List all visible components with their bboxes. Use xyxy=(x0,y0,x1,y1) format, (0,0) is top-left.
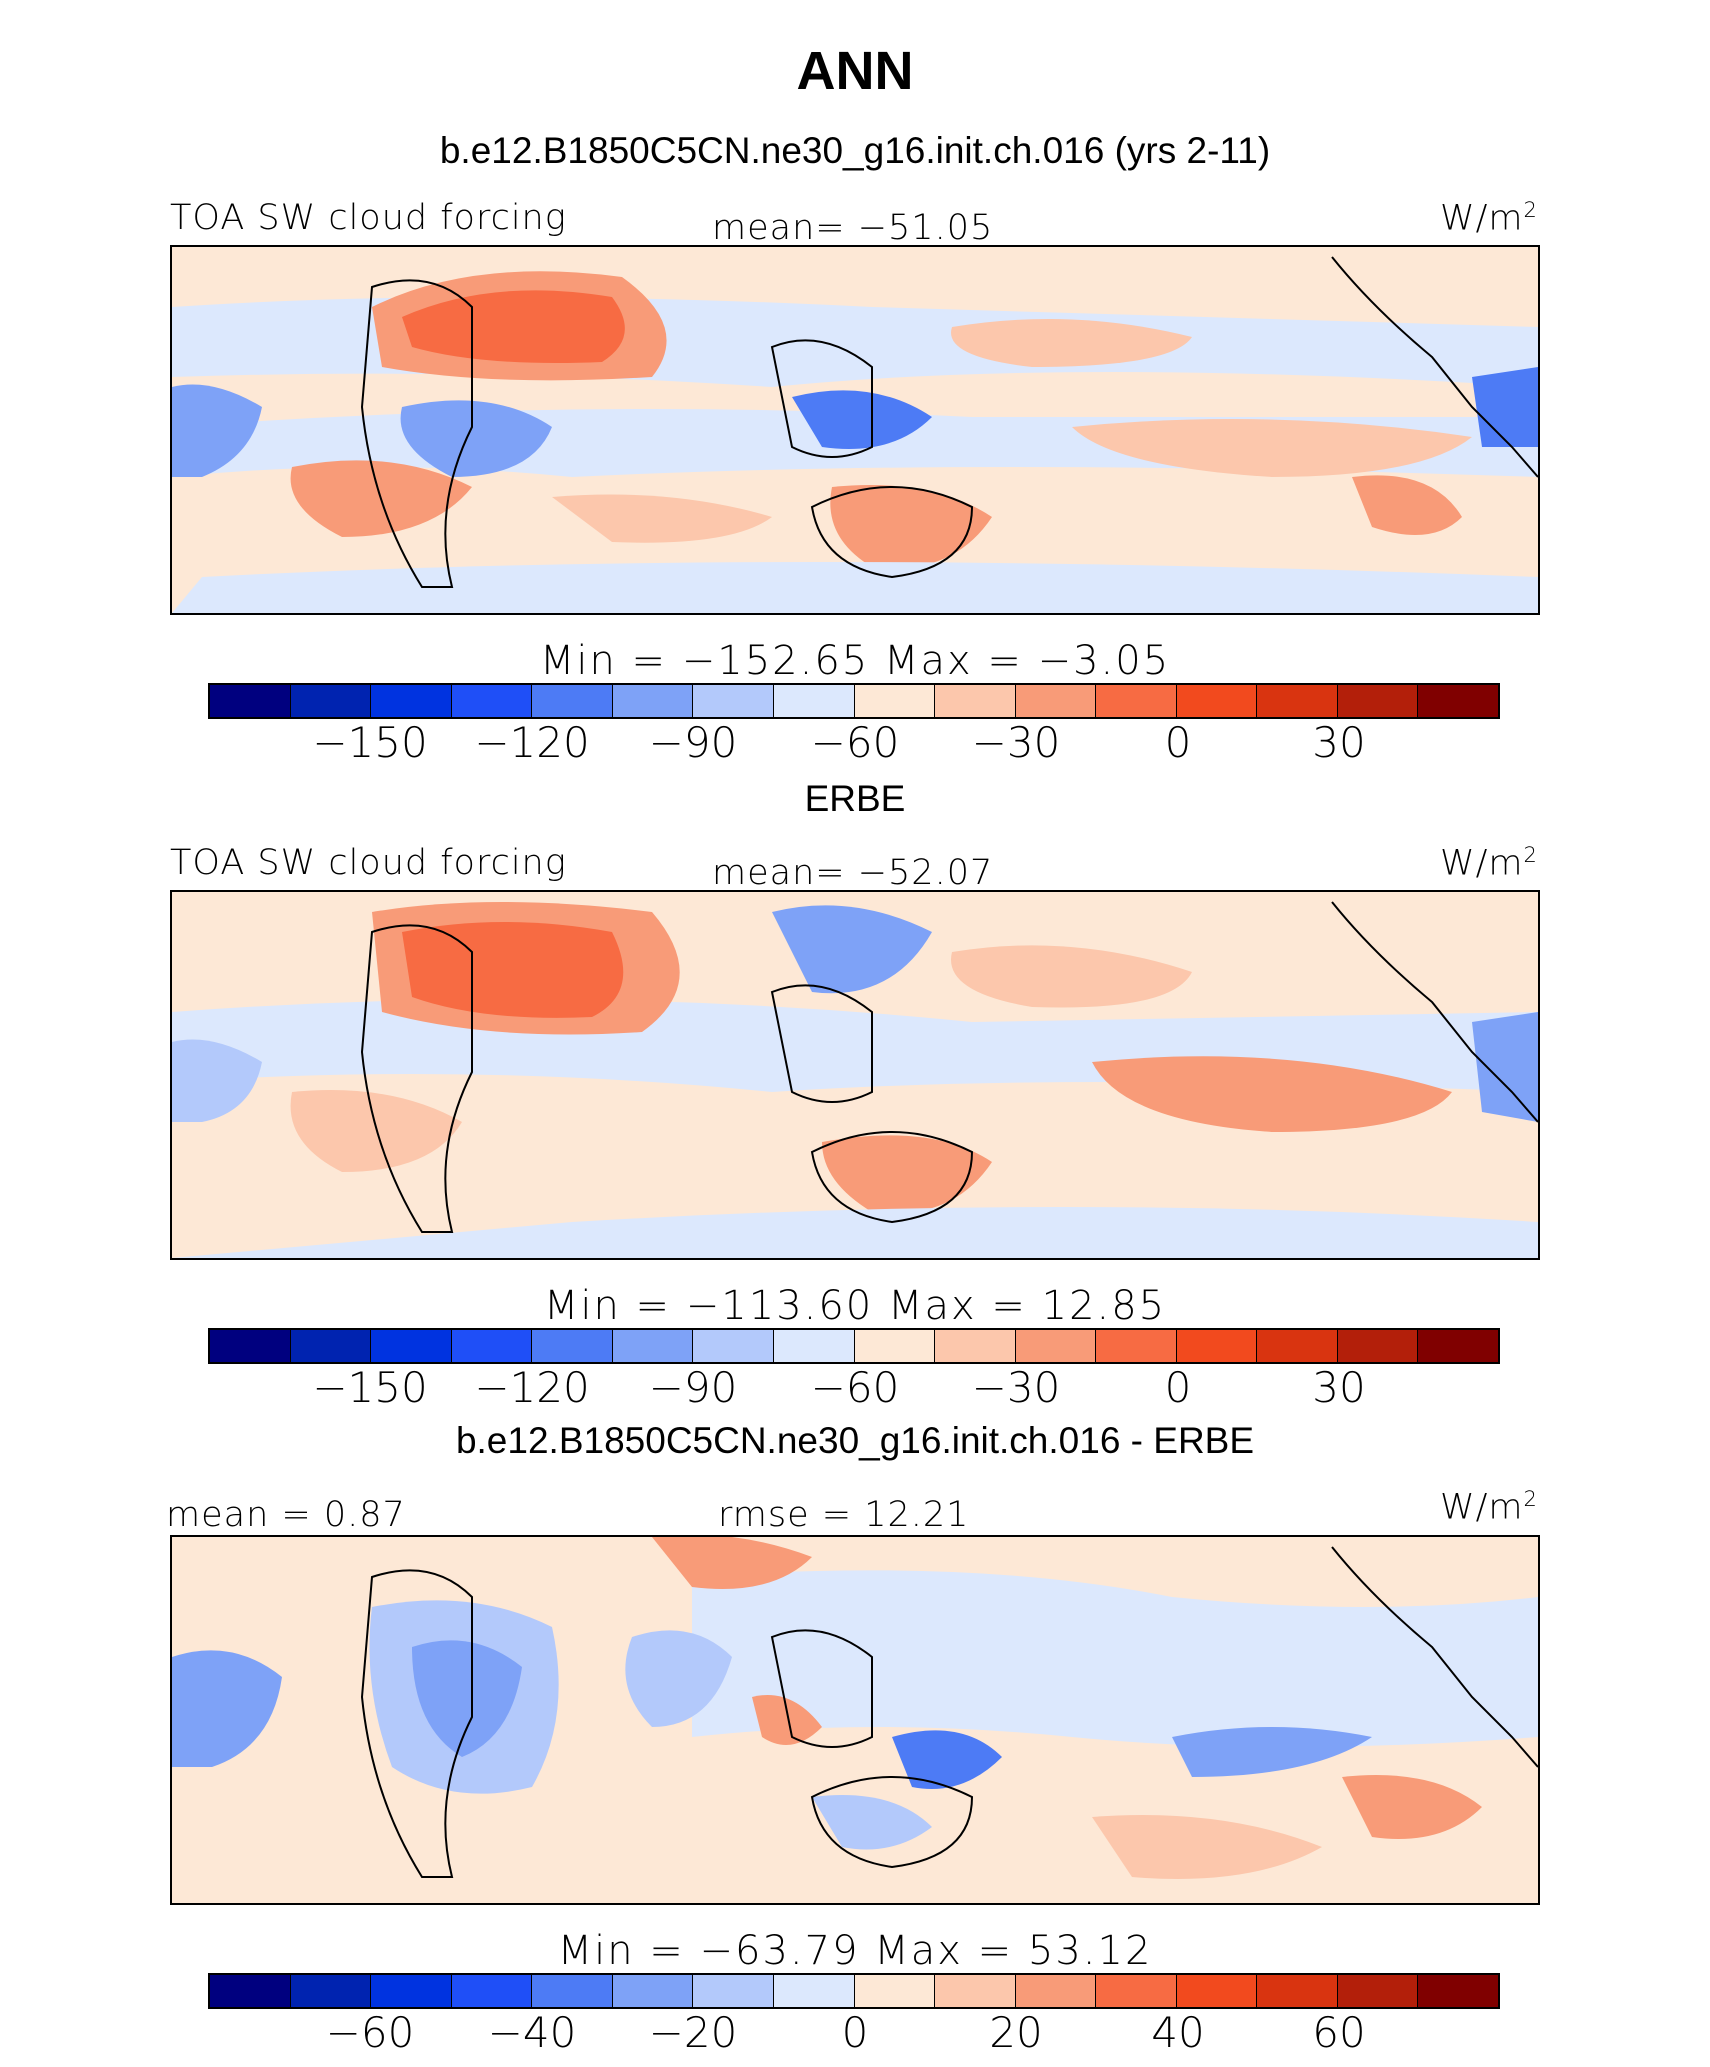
panel-3-colorbar-swatch xyxy=(1257,1975,1338,2007)
figure-title: ANN xyxy=(796,41,914,101)
panel-1-contour-field xyxy=(172,247,1538,613)
panel-2-colorbar-swatch xyxy=(1337,1330,1419,1362)
panel-2-colorbar-swatch xyxy=(1257,1330,1338,1362)
panel-3-colorbar-swatch xyxy=(1418,1975,1498,2007)
panel-2-colorbar-tick: 30 xyxy=(1312,1363,1366,1412)
panel-1-mean-label: mean= −51.05 xyxy=(712,208,994,248)
panel-3-colorbar-swatch xyxy=(371,1975,452,2007)
panel-1-colorbar-swatch xyxy=(290,685,372,717)
panel-3-colorbar-swatch xyxy=(693,1975,774,2007)
panel-2-colorbar-swatch xyxy=(290,1330,372,1362)
panel-2-variable-label: TOA SW cloud forcing xyxy=(170,843,567,883)
panel-1-map xyxy=(170,245,1540,615)
panel-2-colorbar-swatch xyxy=(935,1330,1016,1362)
panel-3-colorbar-swatch xyxy=(1015,1975,1097,2007)
panel-2-colorbar xyxy=(208,1328,1500,1364)
panel-3-mean-label: mean = 0.87 xyxy=(166,1495,406,1535)
panel-2-colorbar-tick: 0 xyxy=(1164,1363,1192,1412)
panel-2-colorbar-swatch xyxy=(693,1330,774,1362)
panel-2-colorbar-swatch xyxy=(773,1330,855,1362)
panel-1-colorbar-swatch xyxy=(854,685,936,717)
panel-1-colorbar-swatch xyxy=(1096,685,1177,717)
panel-2-colorbar-tick: −90 xyxy=(648,1363,738,1412)
panel-3-minmax-label: Min = −63.79 Max = 53.12 xyxy=(557,1928,1153,1974)
panel-3-colorbar-swatch xyxy=(532,1975,613,2007)
panel-1-colorbar-tick: −90 xyxy=(648,718,738,767)
panel-2-colorbar-tick: −150 xyxy=(312,1363,428,1412)
panel-2-colorbar-swatch xyxy=(210,1330,291,1362)
panel-3-rmse-label: rmse = 12.21 xyxy=(718,1495,970,1535)
panel-1-colorbar-swatch xyxy=(1015,685,1097,717)
panel-3-colorbar xyxy=(208,1973,1500,2009)
panel-2-subtitle: ERBE xyxy=(804,778,906,819)
panel-1-colorbar-swatch xyxy=(773,685,855,717)
panel-3-colorbar-tick: 60 xyxy=(1312,2008,1366,2057)
panel-3-colorbar-swatch xyxy=(854,1975,936,2007)
panel-1-colorbar-swatch xyxy=(371,685,452,717)
panel-3-colorbar-swatch xyxy=(1176,1975,1258,2007)
panel-2-colorbar-swatch xyxy=(612,1330,694,1362)
panel-1-colorbar-swatch xyxy=(1337,685,1419,717)
panel-3-map xyxy=(170,1535,1540,1905)
panel-1-colorbar-tick: 0 xyxy=(1164,718,1192,767)
panel-1-colorbar-tick: −150 xyxy=(312,718,428,767)
panel-3-colorbar-swatch xyxy=(290,1975,372,2007)
panel-3-colorbar-swatch xyxy=(210,1975,291,2007)
panel-2-colorbar-tick: −120 xyxy=(474,1363,590,1412)
panel-3-colorbar-tick: 20 xyxy=(989,2008,1043,2057)
panel-2-colorbar-swatch xyxy=(532,1330,613,1362)
panel-3-colorbar-tick: 0 xyxy=(841,2008,869,2057)
panel-1-colorbar-tick: 30 xyxy=(1312,718,1366,767)
panel-1-colorbar-swatch xyxy=(532,685,613,717)
panel-2-colorbar-swatch xyxy=(1096,1330,1177,1362)
panel-1-colorbar-swatch xyxy=(1176,685,1258,717)
panel-3-colorbar-tick: −20 xyxy=(648,2008,738,2057)
panel-3-colorbar-tick: −40 xyxy=(487,2008,577,2057)
panel-1-colorbar-swatch xyxy=(935,685,1016,717)
panel-3-colorbar-swatch xyxy=(1337,1975,1419,2007)
panel-3-colorbar-swatch xyxy=(773,1975,855,2007)
panel-3-colorbar-swatch xyxy=(612,1975,694,2007)
panel-3-colorbar-swatch xyxy=(1096,1975,1177,2007)
panel-2-colorbar-swatch xyxy=(371,1330,452,1362)
panel-2-colorbar-swatch xyxy=(854,1330,936,1362)
panel-3-units: W/m2 xyxy=(1440,1487,1538,1528)
panel-2-colorbar-swatch xyxy=(451,1330,533,1362)
panel-1-minmax-label: Min = −152.65 Max = −3.05 xyxy=(539,638,1171,684)
panel-1-colorbar xyxy=(208,683,1500,719)
panel-2-contour-field xyxy=(172,892,1538,1258)
panel-1-units: W/m2 xyxy=(1440,198,1538,239)
panel-1-colorbar-swatch xyxy=(612,685,694,717)
panel-3-colorbar-tick: 40 xyxy=(1151,2008,1205,2057)
panel-1-colorbar-tick: −60 xyxy=(810,718,900,767)
panel-2-units: W/m2 xyxy=(1440,843,1538,884)
panel-3-contour-field xyxy=(172,1537,1538,1903)
panel-2-minmax-label: Min = −113.60 Max = 12.85 xyxy=(543,1283,1167,1329)
panel-2-colorbar-tick: −30 xyxy=(971,1363,1061,1412)
panel-2-colorbar-swatch xyxy=(1418,1330,1498,1362)
panel-2-colorbar-tick: −60 xyxy=(810,1363,900,1412)
panel-1-colorbar-tick: −120 xyxy=(474,718,590,767)
panel-1-colorbar-tick: −30 xyxy=(971,718,1061,767)
panel-1-colorbar-swatch xyxy=(693,685,774,717)
panel-1-colorbar-swatch xyxy=(210,685,291,717)
panel-1-subtitle: b.e12.B1850C5CN.ne30_g16.init.ch.016 (yr… xyxy=(439,130,1271,171)
panel-3-colorbar-swatch xyxy=(451,1975,533,2007)
panel-1-variable-label: TOA SW cloud forcing xyxy=(170,198,567,238)
panel-2-colorbar-swatch xyxy=(1176,1330,1258,1362)
panel-1-colorbar-swatch xyxy=(1418,685,1498,717)
panel-2-colorbar-swatch xyxy=(1015,1330,1097,1362)
panel-1-colorbar-swatch xyxy=(451,685,533,717)
panel-3-colorbar-tick: −60 xyxy=(325,2008,415,2057)
panel-3-colorbar-swatch xyxy=(935,1975,1016,2007)
panel-1-colorbar-swatch xyxy=(1257,685,1338,717)
panel-3-subtitle: b.e12.B1850C5CN.ne30_g16.init.ch.016 - E… xyxy=(455,1420,1255,1461)
panel-2-map xyxy=(170,890,1540,1260)
panel-2-mean-label: mean= −52.07 xyxy=(712,853,994,893)
